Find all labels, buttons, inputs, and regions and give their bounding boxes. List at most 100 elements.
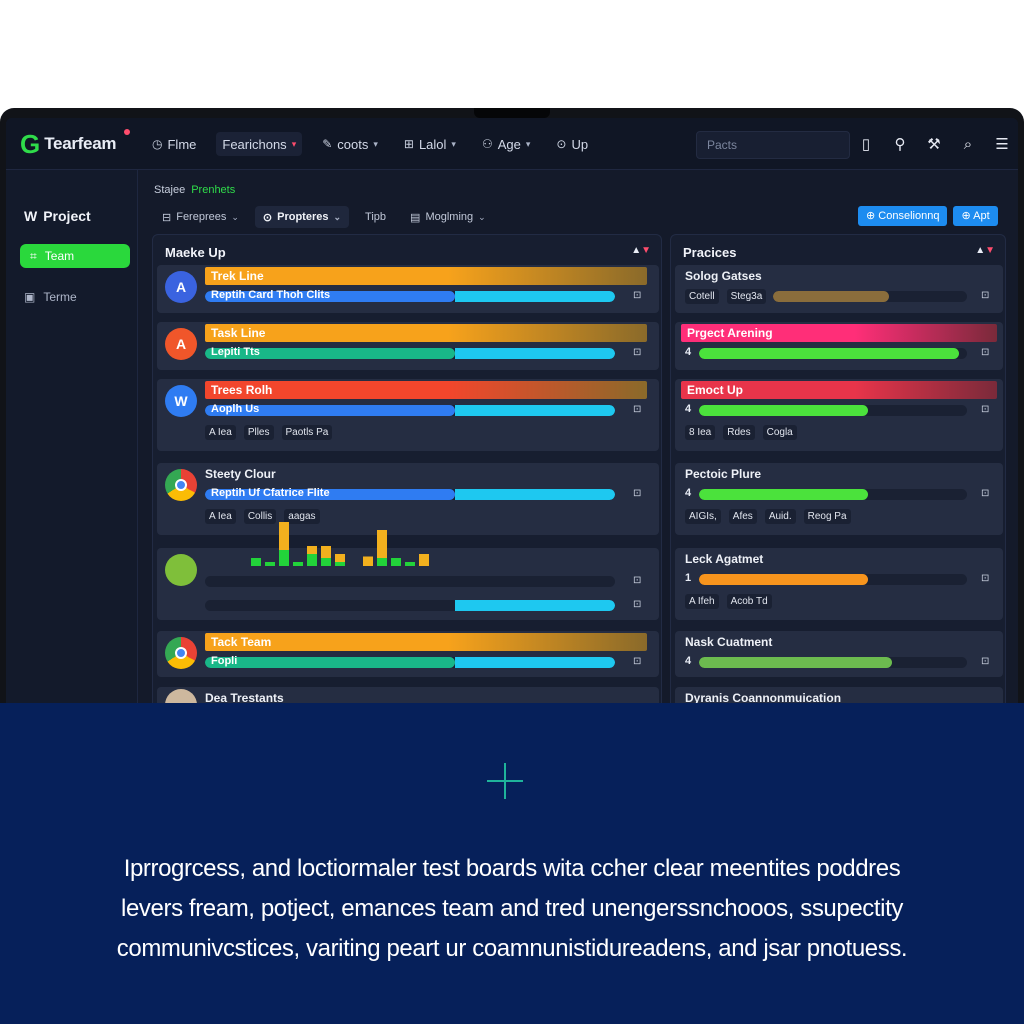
lock-icon[interactable]: ⊡ (981, 573, 990, 584)
tag[interactable]: aagas (284, 509, 320, 524)
progress-label: Reptih Card Thoh Clits (211, 289, 331, 301)
histogram-bar-top (321, 546, 331, 558)
tag-list: AIGIs, Afes Auid. Reog Pa (685, 509, 851, 524)
practice-card[interactable]: Dyranis Coannonmuication (675, 687, 1003, 708)
plus-icon: ⊕ (961, 210, 974, 222)
plus-icon (487, 763, 523, 799)
breadcrumb: Stajee Prenhets (154, 184, 235, 196)
tag[interactable]: Steg3a (726, 289, 767, 304)
task-card[interactable]: W Trees Rolh Aoplh Us ⊡ A Iea Plles Paotls Pa (157, 379, 659, 451)
tag[interactable]: Cogla (762, 425, 797, 440)
practice-card[interactable]: Pectoic Plure 4 ⊡ AIGIs, Afes Auid. Reog Pa (675, 463, 1003, 535)
lock-icon[interactable]: ⊡ (633, 575, 642, 586)
lock-icon[interactable]: ⊡ (981, 290, 990, 301)
nav-item-label: Up (571, 136, 589, 152)
task-card[interactable]: A Task Line Lepiti Tts ⊡ (157, 322, 659, 370)
histogram-bar (335, 562, 345, 566)
progress-bar (699, 489, 967, 500)
tag[interactable]: A Ifeh (685, 594, 719, 609)
tag[interactable]: Plles (243, 425, 274, 440)
document-icon[interactable]: ▯ (861, 136, 871, 153)
tag[interactable]: Reog Pa (803, 509, 851, 524)
secondary-action-button[interactable]: ⊕ Apt (953, 206, 998, 226)
progress-fill (205, 657, 456, 668)
tag[interactable]: Collis (243, 509, 277, 524)
sort-icon[interactable]: ▲▼ (975, 245, 995, 256)
item-count: 4 (685, 655, 692, 667)
lock-icon[interactable]: ⊡ (633, 599, 642, 610)
filter-dropdown[interactable]: ⊟ Fereprees ⌄ (154, 206, 247, 228)
filter-dropdown-active[interactable]: ⊙ Propteres ⌄ (254, 206, 350, 228)
lock-icon[interactable]: ⊡ (981, 347, 990, 358)
breadcrumb-current[interactable]: Prenhets (191, 184, 236, 196)
avatar-center (175, 647, 187, 659)
tag[interactable]: A Iea (205, 425, 236, 440)
lock-icon[interactable]: ⊡ (633, 488, 642, 499)
top-bar: G Tearfeam ◷ Flme Fearichons ▾ ✎ coots ▾ ⊞ Lalol… (6, 118, 1018, 170)
progress-fill (205, 489, 456, 500)
practice-title: Pectoic Plure (685, 467, 762, 481)
brand-logo[interactable]: G Tearfeam (20, 129, 130, 157)
user-icon[interactable]: ⚲ (894, 136, 906, 153)
nav-item[interactable]: ✎ coots ▾ (316, 132, 384, 156)
practice-card[interactable]: Solog Gatses ⊡ Cotell Steg3a (675, 265, 1003, 313)
lock-icon[interactable]: ⊡ (633, 404, 642, 415)
lock-icon[interactable]: ⊡ (981, 656, 990, 667)
practice-card[interactable]: Leck Agatmet 1 ⊡ A Ifeh Acob Td (675, 548, 1003, 620)
tag[interactable]: 8 Iea (685, 425, 716, 440)
item-count: 4 (685, 346, 692, 358)
nav-item[interactable]: Fearichons ▾ (216, 132, 303, 156)
tag[interactable]: Afes (728, 509, 757, 524)
nav-item[interactable]: ◷ Flme (146, 132, 202, 156)
tag[interactable]: Cotell (685, 289, 719, 304)
primary-action-button[interactable]: ⊕ Conselionnq (858, 206, 948, 226)
tag[interactable]: Auid. (764, 509, 796, 524)
lock-icon[interactable]: ⊡ (633, 290, 642, 301)
tag[interactable]: Rdes (723, 425, 755, 440)
practice-title: Dyranis Coannonmuication (685, 691, 842, 705)
sort-icon[interactable]: ▲▼ (631, 245, 651, 256)
item-count: 1 (685, 572, 692, 584)
lock-icon[interactable]: ⊡ (633, 656, 642, 667)
breadcrumb-item[interactable]: Stajee (154, 184, 186, 196)
nav-item-label: Age (497, 136, 521, 152)
filter-tab[interactable]: Tipb (357, 206, 394, 228)
task-card[interactable]: Tack Team Fopli ⊡ (157, 631, 659, 677)
column-title: Maeke Up (165, 245, 226, 260)
tag[interactable]: Paotls Pa (281, 425, 333, 440)
tag-list: 8 Iea Rdes Cogla (685, 425, 797, 440)
search-icon[interactable]: ⌕ (963, 135, 973, 153)
tag[interactable]: Acob Td (726, 594, 772, 609)
practice-card[interactable]: Nask Cuatment 4 ⊡ (675, 631, 1003, 677)
help-icon: ⊙ (556, 137, 567, 151)
menu-icon[interactable]: ☰ (995, 136, 1009, 153)
search-input[interactable]: Pacts (696, 131, 850, 159)
tools-icon[interactable]: ⚒ (927, 136, 941, 153)
filter-dropdown[interactable]: ▤ Moglming ⌄ (402, 206, 494, 228)
lock-icon[interactable]: ⊡ (633, 347, 642, 358)
progress-secondary (455, 348, 615, 359)
tag[interactable]: AIGIs, (685, 509, 721, 524)
sidebar-item-team[interactable]: ⌗ Team (20, 244, 130, 268)
nav-item[interactable]: ⊞ Lalol ▾ (398, 132, 462, 156)
project-icon: W (24, 208, 38, 224)
histogram-bar (377, 558, 387, 566)
nav-item[interactable]: ⚇ Age ▾ (476, 132, 536, 156)
task-card[interactable]: Steety Clour Reptih Uf Cfatrice Flite ⊡ A I… (157, 463, 659, 535)
progress-fill (205, 291, 456, 302)
link-icon: ⊕ (866, 210, 879, 222)
lock-icon[interactable]: ⊡ (981, 488, 990, 499)
progress-label: Aoplh Us (211, 403, 260, 415)
tag[interactable]: A Iea (205, 509, 236, 524)
practice-title: Nask Cuatment (685, 635, 773, 649)
avatar: A (165, 328, 197, 360)
practice-card[interactable]: Emoct Up 4 ⊡ 8 Iea Rdes Cogla (675, 379, 1003, 451)
task-title: Trees Rolh (205, 381, 647, 399)
progress-bar (205, 657, 615, 668)
lock-icon[interactable]: ⊡ (981, 404, 990, 415)
task-card[interactable]: A Trek Line Reptih Card Thoh Clits ⊡ (157, 265, 659, 313)
practice-card[interactable]: Prgect Arening 4 ⊡ (675, 322, 1003, 370)
task-card[interactable]: ⊡ ⊡ (157, 522, 659, 620)
nav-item[interactable]: ⊙ Up (550, 132, 594, 156)
sidebar-item-terme[interactable]: ▣ Terme (24, 290, 77, 304)
